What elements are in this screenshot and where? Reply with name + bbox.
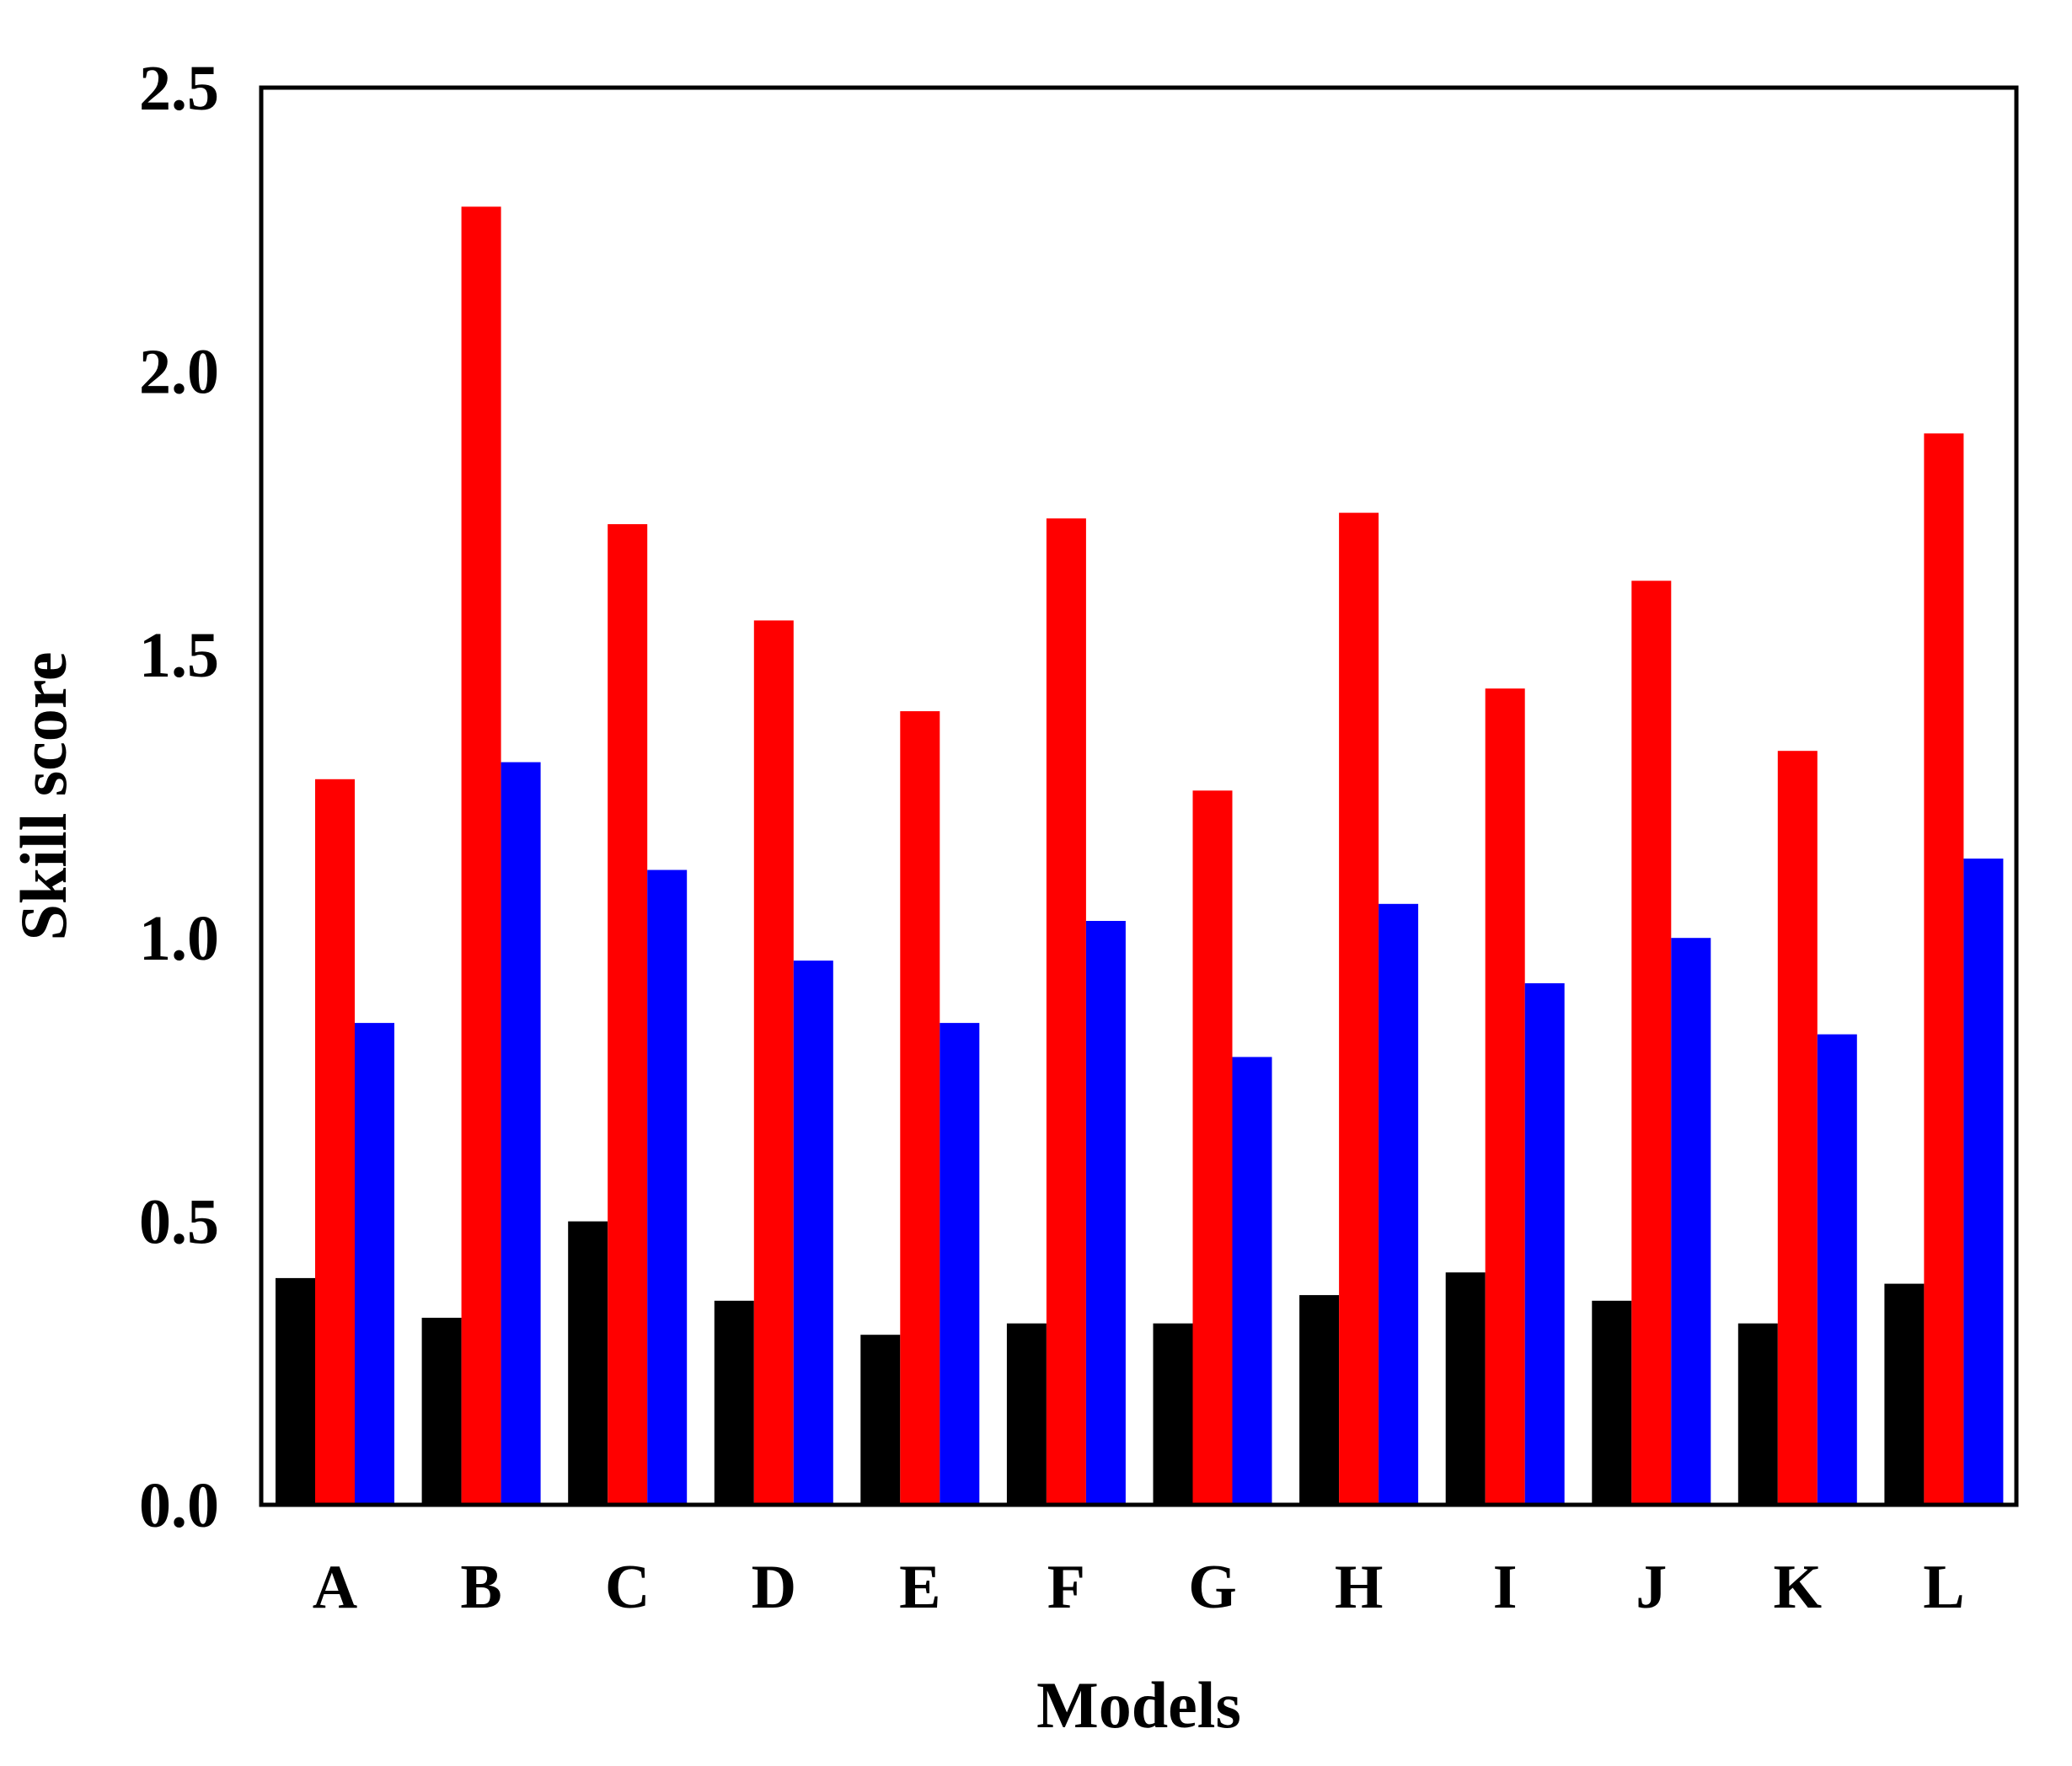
bar-F-series-2 — [1046, 518, 1086, 1505]
x-tick-label-L: L — [1923, 1553, 1964, 1622]
x-tick-label-G: G — [1188, 1553, 1237, 1622]
bar-B-series-1 — [421, 1318, 462, 1505]
bar-K-series-1 — [1737, 1323, 1778, 1505]
bar-J-series-1 — [1592, 1300, 1632, 1505]
bar-F-series-3 — [1085, 921, 1126, 1505]
x-axis-ticks: A B C D E F G H I J K L — [313, 1553, 1965, 1622]
bar-K-series-3 — [1817, 1034, 1857, 1505]
bar-G-series-3 — [1232, 1057, 1272, 1505]
x-tick-label-K: K — [1774, 1553, 1823, 1622]
bar-H-series-2 — [1339, 512, 1379, 1505]
bar-D-series-1 — [714, 1300, 754, 1505]
bar-E-series-2 — [900, 711, 940, 1505]
y-axis-ticks: 0.0 0.5 1.0 1.5 2.0 2.5 — [139, 53, 219, 1541]
bar-C-series-1 — [568, 1221, 608, 1505]
bar-D-series-2 — [753, 620, 794, 1505]
bar-I-series-2 — [1485, 688, 1525, 1505]
bar-I-series-1 — [1445, 1272, 1486, 1505]
bar-I-series-3 — [1524, 983, 1565, 1505]
y-tick-label: 2.5 — [139, 53, 219, 124]
x-tick-label-H: H — [1335, 1553, 1384, 1622]
bar-G-series-2 — [1192, 790, 1233, 1505]
bar-C-series-3 — [647, 870, 688, 1505]
bar-B-series-3 — [501, 762, 541, 1505]
bar-L-series-1 — [1884, 1283, 1925, 1505]
x-tick-label-D: D — [752, 1553, 796, 1622]
bar-B-series-2 — [461, 206, 501, 1505]
y-tick-label: 2.0 — [139, 336, 219, 407]
y-tick-label: 1.5 — [139, 620, 219, 691]
x-tick-label-A: A — [313, 1553, 357, 1622]
bar-F-series-1 — [1006, 1323, 1047, 1505]
x-tick-label-F: F — [1047, 1553, 1085, 1622]
y-tick-label: 0.5 — [139, 1187, 219, 1258]
bar-C-series-2 — [608, 524, 648, 1505]
x-tick-label-I: I — [1493, 1553, 1518, 1622]
bar-J-series-3 — [1671, 938, 1711, 1505]
x-tick-label-C: C — [605, 1553, 650, 1622]
bar-H-series-1 — [1299, 1295, 1340, 1505]
bar-H-series-3 — [1379, 903, 1419, 1505]
bar-D-series-3 — [793, 961, 833, 1505]
bar-E-series-1 — [860, 1335, 901, 1505]
bar-K-series-2 — [1777, 751, 1818, 1505]
bar-L-series-2 — [1924, 433, 1964, 1505]
bar-A-series-1 — [276, 1277, 315, 1505]
x-tick-label-B: B — [460, 1553, 501, 1622]
bar-J-series-2 — [1631, 581, 1672, 1505]
y-tick-label: 0.0 — [139, 1470, 219, 1541]
bar-A-series-2 — [315, 779, 355, 1505]
x-axis-label: Models — [1036, 1668, 1241, 1742]
bar-L-series-3 — [1963, 859, 2004, 1505]
bar-E-series-3 — [940, 1023, 980, 1505]
y-tick-label: 1.0 — [139, 903, 219, 974]
y-axis-label: Skill score — [7, 651, 80, 940]
plot-frame — [259, 85, 2019, 1507]
bar-A-series-3 — [355, 1023, 394, 1505]
bars-layer — [276, 206, 2004, 1505]
bar-G-series-1 — [1153, 1323, 1193, 1505]
x-tick-label-E: E — [899, 1553, 940, 1622]
x-tick-label-J: J — [1636, 1553, 1667, 1622]
